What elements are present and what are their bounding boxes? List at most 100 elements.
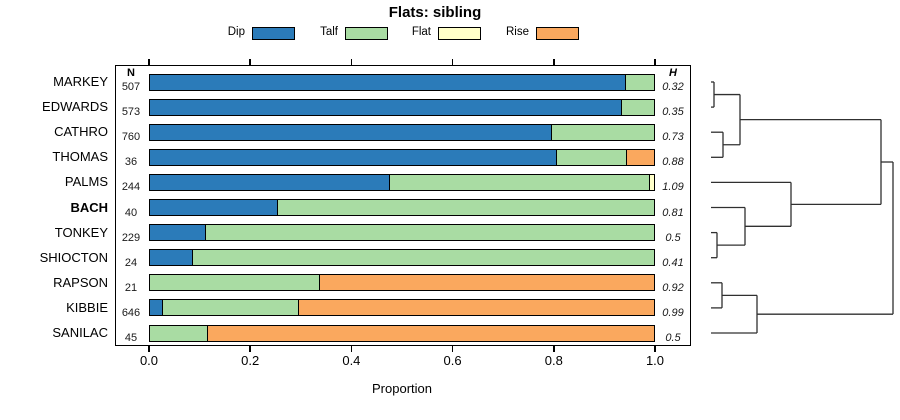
bar-segment-dip	[150, 225, 205, 241]
legend-label-rise: Rise	[505, 26, 529, 38]
x-tick-top	[350, 59, 353, 65]
bar-segment-talf	[555, 149, 627, 165]
h-value: 0.73	[662, 131, 684, 144]
x-tick-label: 1.0	[645, 353, 665, 368]
bar-markey	[149, 73, 655, 91]
bar-segment-dip	[150, 124, 552, 140]
h-column-header: H	[669, 67, 677, 79]
bar-segment-talf	[276, 200, 654, 215]
x-tick-top	[553, 59, 555, 65]
row-label-palms: PALMS	[64, 174, 108, 190]
bar-segment-talf	[621, 99, 654, 115]
n-value: 760	[121, 131, 141, 144]
bar-edwards	[149, 98, 655, 116]
plot-box	[115, 65, 691, 346]
h-value: 0.92	[662, 281, 684, 294]
bar-segment-talf	[192, 250, 654, 266]
h-value: 0.32	[662, 81, 684, 93]
bar-segment-dip	[150, 300, 162, 316]
row-label-markey: MARKEY	[53, 74, 108, 89]
bar-segment-talf	[625, 74, 654, 90]
bar-segment-rise	[319, 275, 654, 291]
bar-sanilac	[149, 324, 655, 342]
legend-label-dip: Dip	[227, 26, 245, 38]
h-value: 0.5	[665, 231, 681, 244]
legend-label-flat: Flat	[411, 26, 431, 38]
bar-segment-dip	[150, 74, 626, 90]
x-tick-top	[451, 59, 454, 65]
n-value: 507	[121, 81, 141, 93]
bar-thomas	[149, 148, 655, 166]
x-tick-bottom	[553, 346, 555, 352]
h-value: 0.35	[662, 106, 684, 119]
bar-palms	[149, 173, 655, 191]
bar-segment-dip	[150, 200, 277, 215]
n-value: 45	[124, 332, 138, 344]
h-value: 0.88	[662, 156, 684, 169]
bar-tonkey	[149, 224, 655, 242]
x-tick-label: 0.4	[342, 353, 361, 368]
h-value: 0.5	[665, 332, 681, 344]
bar-bach	[149, 199, 655, 216]
row-label-bach: BACH	[70, 199, 108, 215]
h-value: 0.99	[662, 306, 684, 319]
x-tick-bottom	[451, 346, 454, 352]
bar-segment-talf	[551, 124, 654, 140]
row-label-cathro: CATHRO	[54, 124, 108, 140]
x-axis-title: Proportion	[372, 381, 432, 396]
n-value: 646	[121, 306, 141, 319]
h-value: 1.09	[662, 181, 684, 194]
bar-segment-talf	[161, 300, 299, 316]
h-value: 0.81	[662, 206, 684, 219]
n-value: 40	[124, 206, 138, 219]
x-tick-label: 0.2	[241, 353, 260, 368]
x-tick-bottom	[249, 346, 251, 352]
bar-segment-flat	[648, 174, 654, 190]
bar-segment-talf	[150, 275, 320, 291]
row-label-rapson: RAPSON	[53, 274, 108, 290]
x-tick-bottom	[654, 346, 656, 352]
x-tick-bottom	[350, 346, 353, 352]
row-label-tonkey: TONKEY	[54, 224, 108, 240]
x-tick-label: 0.6	[443, 353, 462, 368]
row-label-shiocton: SHIOCTON	[39, 249, 108, 265]
x-tick-top	[249, 59, 251, 65]
bar-segment-dip	[150, 174, 390, 190]
row-label-edwards: EDWARDS	[42, 99, 108, 115]
bar-segment-dip	[150, 149, 556, 165]
n-column-header: N	[127, 67, 135, 79]
h-value: 0.41	[662, 256, 684, 269]
x-tick-top	[654, 59, 656, 65]
n-value: 21	[124, 281, 138, 294]
bar-segment-rise	[626, 149, 654, 165]
n-value: 24	[124, 256, 138, 269]
n-value: 573	[121, 106, 141, 119]
bar-segment-talf	[150, 325, 207, 341]
bar-segment-rise	[298, 300, 654, 316]
legend-swatch-flat	[438, 27, 481, 40]
bar-segment-talf	[204, 225, 654, 241]
row-label-sanilac: SANILAC	[52, 325, 108, 340]
row-label-thomas: THOMAS	[52, 149, 108, 165]
bar-cathro	[149, 123, 655, 141]
n-value: 244	[121, 181, 141, 194]
n-value: 36	[124, 156, 138, 169]
bar-segment-rise	[206, 325, 654, 341]
legend-swatch-rise	[536, 27, 579, 40]
bar-kibbie	[149, 299, 655, 317]
x-tick-label: 0.8	[544, 353, 563, 368]
legend-swatch-dip	[252, 27, 295, 40]
chart-title: Flats: sibling	[388, 4, 482, 21]
legend-label-talf: Talf	[320, 26, 338, 38]
bar-segment-talf	[389, 174, 649, 190]
bar-segment-dip	[150, 250, 193, 266]
bar-rapson	[149, 274, 655, 292]
x-tick-bottom	[148, 346, 150, 352]
x-tick-label: 0.0	[139, 353, 159, 368]
bar-shiocton	[149, 249, 655, 267]
n-value: 229	[121, 231, 141, 244]
legend-swatch-talf	[345, 27, 388, 40]
x-tick-top	[148, 59, 150, 65]
